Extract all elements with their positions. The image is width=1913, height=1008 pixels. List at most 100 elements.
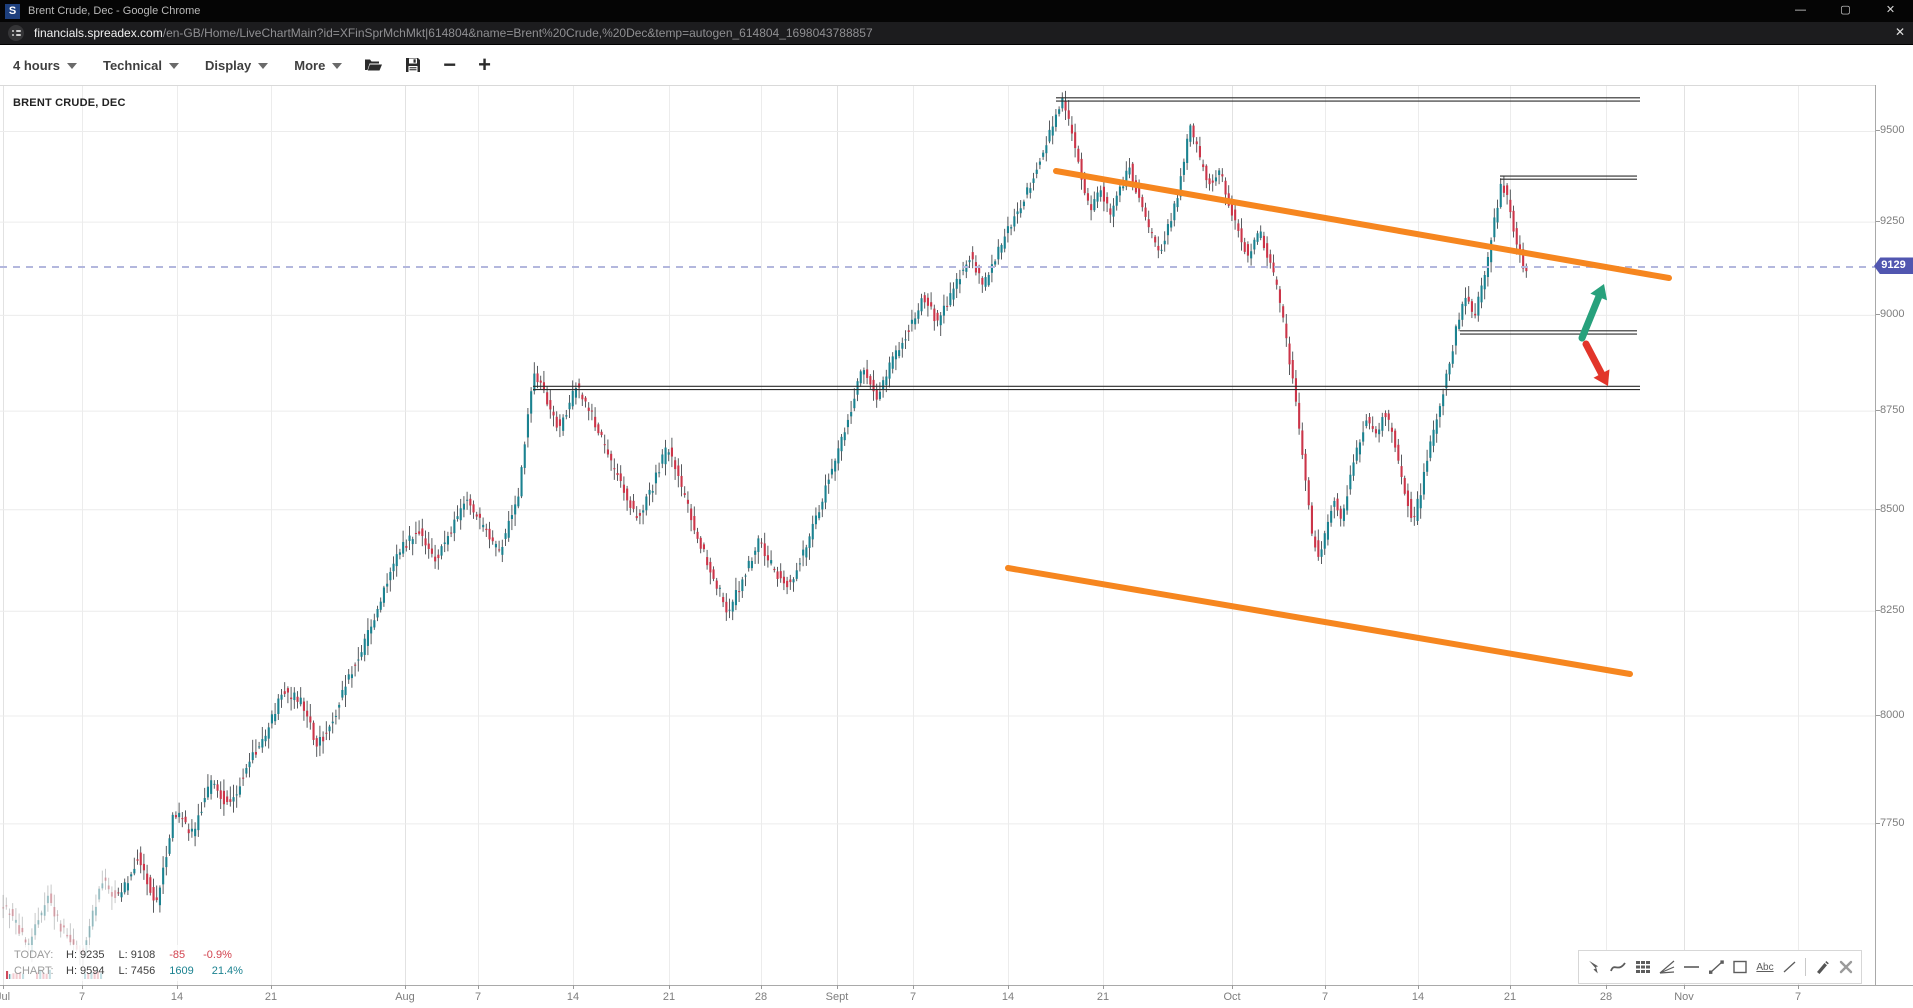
current-price-badge: 9129 (1874, 257, 1913, 275)
time-tick-label: 21 (1503, 991, 1517, 1003)
price-tick-label: 9000 (1880, 308, 1905, 321)
time-tick-label: 21 (662, 991, 676, 1003)
time-tick-mark (1606, 985, 1607, 989)
horizontal-line-icon[interactable] (1683, 958, 1701, 976)
price-tick-mark (1876, 410, 1880, 412)
zoom-out-button[interactable]: − (443, 52, 457, 77)
close-button[interactable]: ✕ (1885, 4, 1896, 16)
legend-chart-row: CHART: H: 9594 L: 7456 1609 21.4% (14, 965, 243, 977)
time-tick-label: 7 (909, 991, 917, 1003)
minimize-button[interactable]: — (1795, 4, 1806, 16)
url-host: financials.spreadex.com (34, 26, 163, 40)
chevron-down-icon (258, 63, 269, 69)
time-tick-label: 21 (264, 991, 278, 1003)
chart-legend: TODAY: H: 9235 L: 9108 -85 -0.9% CHART: H: 95… (10, 945, 265, 981)
price-axis[interactable]: 9500 9250 9000 8750 8500 8250 8000 7750 (1875, 85, 1913, 985)
timeframe-dropdown[interactable]: 4 hours (13, 58, 77, 73)
fan-lines-icon[interactable] (1659, 958, 1677, 976)
chart-area[interactable]: BRENT CRUDE, DEC TODAY: H: 9235 L: 9108 -85… (0, 85, 1875, 986)
display-dropdown[interactable]: Display (205, 58, 269, 73)
time-tick-label: 7 (1321, 991, 1329, 1003)
time-tick-label: Oct (1223, 991, 1241, 1003)
page-close-icon[interactable]: ✕ (1894, 25, 1905, 39)
time-tick-mark (1798, 985, 1799, 989)
price-tick-label: 8750 (1880, 404, 1905, 417)
time-tick-label: 21 (1096, 991, 1110, 1003)
time-tick-label: 7 (1794, 991, 1802, 1003)
window-title: Brent Crude, Dec - Google Chrome (28, 5, 201, 17)
time-tick-label: Aug (395, 991, 415, 1003)
price-tick-label: 8250 (1880, 604, 1905, 617)
window-titlebar: S Brent Crude, Dec - Google Chrome — ▢ ✕ (0, 0, 1913, 22)
time-axis[interactable]: Jul 7 14 21 Aug 7 14 21 28 Sept 7 14 21 Oct 7 14 21 28 Nov… (0, 985, 1913, 1008)
time-tick-label: 7 (474, 991, 482, 1003)
more-dropdown[interactable]: More (294, 58, 343, 73)
time-tick-mark (761, 985, 762, 989)
chart-symbol-label: BRENT CRUDE, DEC (13, 97, 126, 109)
time-tick-mark (1510, 985, 1511, 989)
url-bar: financials.spreadex.com/en-GB/Home/LiveC… (0, 22, 1913, 45)
toolbar-separator (1804, 958, 1806, 976)
time-tick-label: 28 (1599, 991, 1613, 1003)
curve-icon[interactable] (1610, 958, 1628, 976)
time-tick-mark (82, 985, 83, 989)
rectangle-icon[interactable] (1732, 958, 1750, 976)
price-tick-mark (1876, 314, 1880, 316)
tab-profile-icon[interactable] (8, 25, 24, 41)
time-tick-mark (1684, 985, 1685, 989)
chevron-down-icon (66, 63, 77, 69)
price-tick-mark (1876, 508, 1880, 510)
time-tick-mark (837, 985, 838, 989)
url-path: /en-GB/Home/LiveChartMain?id=XFinSprMchM… (162, 26, 873, 40)
price-tick-label: 9500 (1880, 124, 1905, 137)
pointer-arrow-icon[interactable] (1585, 958, 1603, 976)
time-tick-mark (177, 985, 178, 989)
drawing-toolbar: Abc (1578, 950, 1862, 984)
time-tick-label: Nov (1674, 991, 1694, 1003)
time-tick-label: Jul (0, 991, 11, 1003)
page-url[interactable]: financials.spreadex.com/en-GB/Home/LiveC… (34, 26, 873, 40)
price-tick-label: 9250 (1880, 215, 1905, 228)
time-tick-label: Sept (825, 991, 849, 1003)
time-tick-mark (271, 985, 272, 989)
price-tick-mark (1876, 221, 1880, 223)
price-tick-mark (1876, 714, 1880, 716)
time-tick-mark (1325, 985, 1326, 989)
zoom-in-button[interactable]: + (478, 52, 492, 77)
time-tick-label: 14 (1001, 991, 1015, 1003)
price-tick-label: 8000 (1880, 708, 1905, 721)
spreadex-logo-icon: S (5, 3, 20, 19)
chart-toolbar: 4 hours Technical Display More − + (0, 45, 1913, 85)
time-tick-label: 14 (170, 991, 184, 1003)
maximize-button[interactable]: ▢ (1840, 4, 1851, 16)
time-tick-mark (913, 985, 914, 989)
table-grid-icon[interactable] (1634, 958, 1652, 976)
time-tick-mark (669, 985, 670, 989)
open-folder-icon[interactable] (364, 57, 383, 73)
chevron-down-icon (168, 63, 179, 69)
diagonal-line-icon[interactable] (1780, 958, 1798, 976)
price-tick-mark (1876, 130, 1880, 132)
legend-today-row: TODAY: H: 9235 L: 9108 -85 -0.9% (14, 949, 232, 961)
price-tick-label: 8500 (1880, 502, 1905, 515)
price-tick-mark (1876, 610, 1880, 612)
delete-x-icon[interactable] (1837, 958, 1855, 976)
chevron-down-icon (332, 63, 343, 69)
time-tick-mark (478, 985, 479, 989)
time-tick-mark (3, 985, 4, 989)
time-tick-mark (405, 985, 406, 989)
technical-dropdown[interactable]: Technical (103, 58, 179, 73)
pencil-icon[interactable] (1812, 958, 1830, 976)
price-tick-label: 7750 (1880, 816, 1905, 829)
text-abc-icon[interactable]: Abc (1756, 961, 1774, 973)
save-icon[interactable] (405, 57, 421, 73)
candlestick-chart[interactable] (0, 86, 1875, 986)
time-tick-mark (573, 985, 574, 989)
price-tick-mark (1876, 822, 1880, 824)
time-tick-mark (1232, 985, 1233, 989)
trendline-icon[interactable] (1707, 958, 1725, 976)
time-tick-label: 28 (754, 991, 768, 1003)
time-tick-mark (1418, 985, 1419, 989)
time-tick-label: 14 (566, 991, 580, 1003)
time-tick-label: 14 (1411, 991, 1425, 1003)
